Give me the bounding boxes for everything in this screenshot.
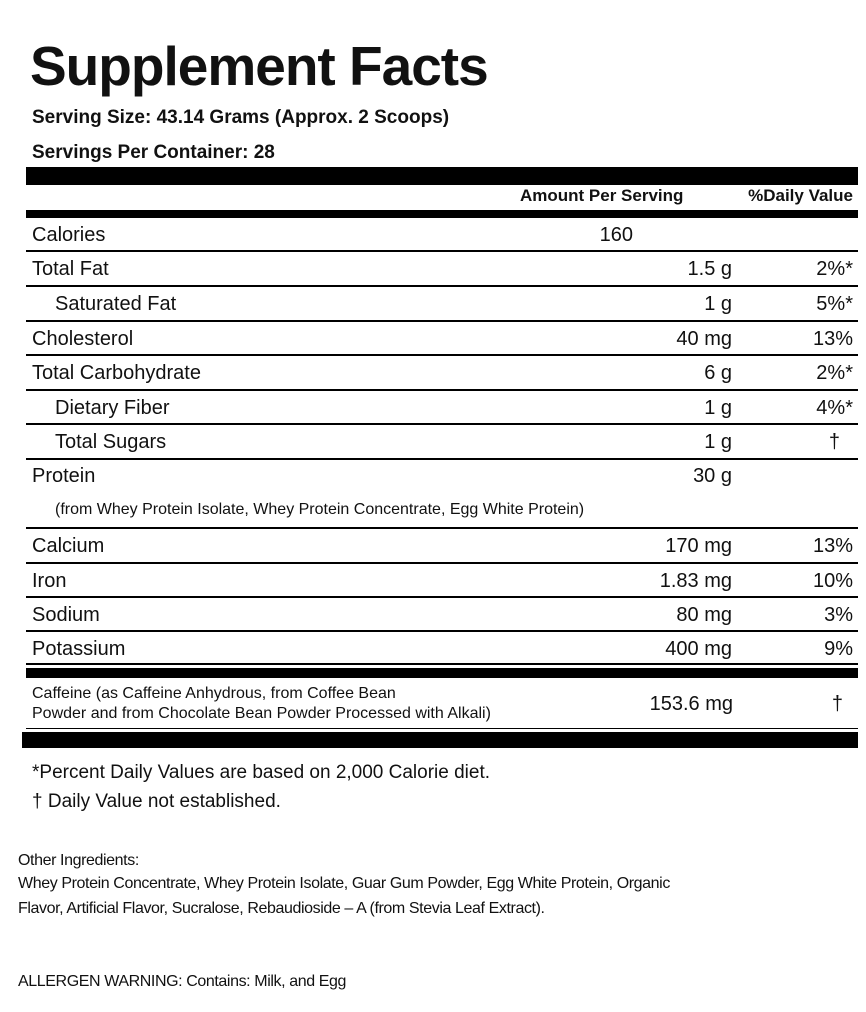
nutrient-amount: 1 g <box>704 293 732 315</box>
calories-row: Calories 160 <box>26 218 858 252</box>
nutrient-dv: 4%* <box>816 397 853 419</box>
allergen-warning: ALLERGEN WARNING: Contains: Milk, and Eg… <box>18 973 347 990</box>
nutrient-amount: 40 mg <box>676 328 732 350</box>
divider-line <box>26 630 858 632</box>
caffeine-amount: 153.6 mg <box>649 693 733 715</box>
caffeine-dv: † <box>831 693 843 715</box>
divider-line <box>26 596 858 598</box>
divider-line <box>26 389 858 391</box>
table-row: Total Carbohydrate 6 g 2%* <box>26 356 858 390</box>
divider-line <box>26 527 858 529</box>
nutrient-dv: 3% <box>824 604 853 626</box>
nutrient-name: Sodium <box>32 604 100 626</box>
caffeine-name-line2: Powder and from Chocolate Bean Powder Pr… <box>32 705 491 722</box>
nutrient-amount: 170 mg <box>665 535 732 557</box>
nutrient-amount: 1.5 g <box>687 258 732 280</box>
nutrient-dv: 9% <box>824 638 853 660</box>
caffeine-name: Caffeine (as Caffeine Anhydrous, from Co… <box>32 684 491 724</box>
divider-line <box>26 285 858 287</box>
footnote-percent: *Percent Daily Values are based on 2,000… <box>32 762 491 783</box>
nutrient-name: Total Fat <box>32 258 109 280</box>
divider-line <box>26 354 858 356</box>
nutrient-name: Calcium <box>32 535 105 557</box>
table-row: Dietary Fiber 1 g 4%* <box>26 391 858 425</box>
nutrient-name: Potassium <box>32 638 126 660</box>
amount-header: Amount Per Serving <box>520 186 684 205</box>
table-row: Saturated Fat 1 g 5%* <box>26 287 858 321</box>
daily-value-header: %Daily Value <box>748 186 853 205</box>
nutrient-amount: 160 <box>599 224 633 246</box>
other-ingredients-line2: Flavor, Artificial Flavor, Sucralose, Re… <box>18 900 545 917</box>
serving-size: Serving Size: 43.14 Grams (Approx. 2 Sco… <box>32 107 450 128</box>
nutrient-amount: 80 mg <box>676 604 732 626</box>
divider-bar <box>26 668 858 678</box>
nutrient-name: Total Carbohydrate <box>32 362 201 384</box>
divider-bar <box>22 732 858 748</box>
nutrient-dv: † <box>828 431 840 453</box>
nutrient-dv: 2%* <box>816 362 853 384</box>
divider-bar <box>26 210 858 218</box>
nutrient-amount: 400 mg <box>665 638 732 660</box>
table-row: Iron 1.83 mg 10% <box>26 564 858 598</box>
nutrient-name: Protein <box>32 465 96 487</box>
nutrient-name: Iron <box>32 570 67 592</box>
other-ingredients-label: Other Ingredients: <box>18 852 139 869</box>
nutrient-name: Calories <box>32 224 106 246</box>
nutrient-amount: 6 g <box>704 362 732 384</box>
divider-line <box>26 458 858 460</box>
nutrient-amount: 1.83 mg <box>659 570 732 592</box>
nutrient-name: Cholesterol <box>32 328 134 350</box>
divider-line <box>26 663 858 665</box>
table-row: Potassium 400 mg 9% <box>26 632 858 666</box>
nutrient-dv: 10% <box>812 570 853 592</box>
page-title: Supplement Facts <box>30 35 489 97</box>
nutrient-amount: 1 g <box>704 397 732 419</box>
servings-per-container: Servings Per Container: 28 <box>32 142 275 163</box>
table-row: Protein 30 g <box>26 459 858 493</box>
nutrient-dv: 13% <box>812 535 853 557</box>
nutrient-amount: 1 g <box>704 431 732 453</box>
footnote-dagger: † Daily Value not established. <box>32 791 281 812</box>
divider-line <box>26 250 858 252</box>
protein-source: (from Whey Protein Isolate, Whey Protein… <box>55 501 585 518</box>
nutrient-dv: 5%* <box>816 293 853 315</box>
divider-line <box>26 423 858 425</box>
nutrient-dv: 13% <box>812 328 853 350</box>
nutrient-amount: 30 g <box>693 465 732 487</box>
divider-bar <box>26 167 858 185</box>
caffeine-name-line1: Caffeine (as Caffeine Anhydrous, from Co… <box>32 685 396 702</box>
nutrient-name: Saturated Fat <box>55 293 177 315</box>
divider-line <box>26 562 858 564</box>
nutrient-name: Dietary Fiber <box>55 397 170 419</box>
table-row: Cholesterol 40 mg 13% <box>26 322 858 356</box>
table-row: Total Fat 1.5 g 2%* <box>26 252 858 286</box>
divider-line <box>26 728 858 729</box>
nutrient-dv: 2%* <box>816 258 853 280</box>
nutrient-name: Total Sugars <box>55 431 167 453</box>
table-row: Total Sugars 1 g † <box>26 425 858 459</box>
table-row: Calcium 170 mg 13% <box>26 529 858 563</box>
table-row: Sodium 80 mg 3% <box>26 598 858 632</box>
other-ingredients-line1: Whey Protein Concentrate, Whey Protein I… <box>18 875 670 892</box>
divider-line <box>26 320 858 322</box>
